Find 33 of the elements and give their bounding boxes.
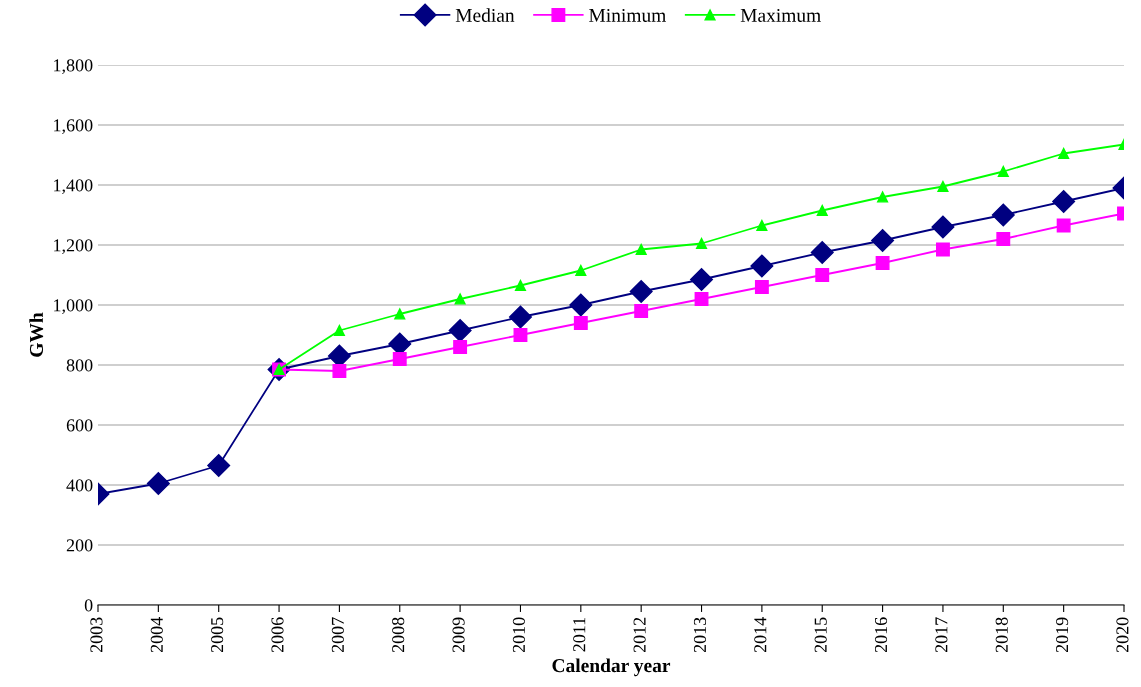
legend-label: Maximum [740,8,821,22]
x-tick-label: 2019 [1055,617,1069,653]
y-tick-label: 1,000 [54,299,93,315]
x-tick-label: 2015 [814,617,827,653]
x-tick-label: 2006 [271,617,284,653]
x-tick-label: 2012 [633,617,646,653]
y-tick-label: 800 [66,359,93,372]
y-tick-label: 0 [84,599,93,612]
y-tick-label: 1,400 [54,179,93,195]
x-tick-label: 2007 [331,617,344,653]
y-tick-label: 1,200 [54,239,93,255]
x-tick-label: 2009 [452,617,465,653]
x-tick-label: 2004 [150,617,163,653]
x-tick-label: 2003 [90,617,103,653]
x-axis-title: Calendar year [552,658,671,677]
x-tick-label: 2016 [874,617,888,653]
y-tick-label: 400 [66,479,93,492]
x-tick-label: 2005 [211,617,224,653]
y-tick-label: 1,800 [54,59,93,75]
y-tick-label: 200 [66,539,93,552]
y-tick-label: 600 [66,419,93,432]
legend-label: Minimum [589,8,666,22]
x-tick-label: 2010 [512,617,525,653]
x-tick-label: 2013 [693,617,707,653]
y-axis-title: GWh [29,312,44,357]
x-tick-label: 2011 [573,617,586,652]
x-tick-label: 2014 [754,617,767,653]
y-tick-label: 1,600 [54,119,93,135]
x-tick-label: 2008 [392,617,405,653]
x-tick-label: 2017 [935,617,948,653]
x-tick-label: 2020 [1116,617,1129,653]
x-tick-label: 2018 [995,617,1008,653]
legend-label: Median [455,8,515,22]
